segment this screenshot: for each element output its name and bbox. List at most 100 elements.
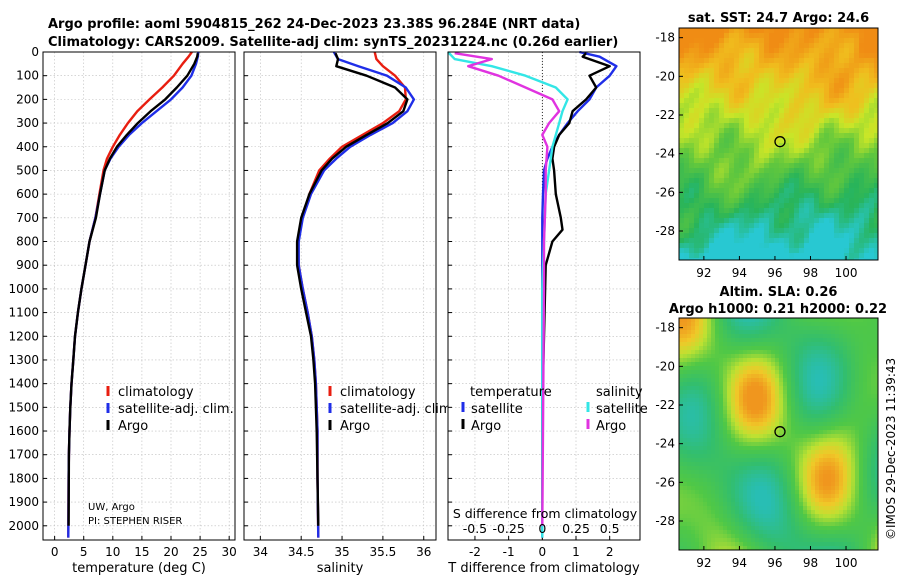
map-cell [849, 243, 854, 248]
map-cell [835, 358, 839, 362]
map-cell [859, 228, 864, 233]
map-cell [809, 168, 814, 173]
map-cell [711, 526, 715, 530]
map-cell [759, 203, 764, 208]
map-cell [871, 514, 875, 518]
map-cell [759, 63, 764, 68]
map-cell [827, 382, 831, 386]
map-cell [691, 342, 695, 346]
map-cell [734, 168, 739, 173]
map-cell [851, 486, 855, 490]
map-cell [874, 133, 878, 138]
map-cell [767, 526, 771, 530]
map-cell [759, 53, 764, 58]
map-cell [867, 350, 871, 354]
map-cell [699, 394, 703, 398]
map-cell [774, 103, 779, 108]
map-cell [814, 143, 819, 148]
map-cell [699, 514, 703, 518]
map-cell [731, 418, 735, 422]
map-cell [784, 78, 789, 83]
map-cell [755, 334, 759, 338]
map-cell [749, 168, 754, 173]
map-cell [684, 93, 689, 98]
map-cell [807, 358, 811, 362]
map-cell [751, 334, 755, 338]
map-cell [839, 38, 844, 43]
map-cell [849, 168, 854, 173]
map-cell [827, 482, 831, 486]
map-cell [814, 248, 819, 253]
map-cell [743, 394, 747, 398]
map-cell [839, 173, 844, 178]
map-cell [769, 118, 774, 123]
map-cell [707, 466, 711, 470]
map-cell [744, 213, 749, 218]
map-cell [795, 454, 799, 458]
map-cell [771, 538, 775, 542]
map-cell [843, 478, 847, 482]
map-cell [844, 138, 849, 143]
map-cell [855, 338, 859, 342]
map-cell [851, 370, 855, 374]
map-cell [783, 490, 787, 494]
map-cell [819, 538, 823, 542]
map-cell [774, 78, 779, 83]
map-cell [727, 518, 731, 522]
map-cell [769, 38, 774, 43]
map-cell [763, 350, 767, 354]
map-cell [815, 390, 819, 394]
map-cell [691, 350, 695, 354]
map-cell [771, 450, 775, 454]
map-cell [719, 326, 723, 330]
map-cell [831, 438, 835, 442]
map-cell [734, 188, 739, 193]
map-cell [829, 158, 834, 163]
map-cell [864, 183, 869, 188]
map-cell [759, 43, 764, 48]
map-cell [727, 358, 731, 362]
map-cell [779, 446, 783, 450]
map-cell [834, 78, 839, 83]
map-cell [859, 398, 863, 402]
map-cell [847, 434, 851, 438]
map-cell [687, 378, 691, 382]
map-cell [754, 218, 759, 223]
map-cell [787, 486, 791, 490]
map-cell [859, 153, 864, 158]
map-cell [814, 58, 819, 63]
map-cell [807, 450, 811, 454]
map-cell [819, 474, 823, 478]
map-cell [874, 118, 878, 123]
map-cell [807, 362, 811, 366]
map-cell [719, 514, 723, 518]
map-cell [803, 414, 807, 418]
map-cell [831, 422, 835, 426]
map-cell [764, 68, 769, 73]
map-cell [849, 118, 854, 123]
map-cell [783, 450, 787, 454]
map-cell [807, 394, 811, 398]
map-cell [807, 406, 811, 410]
map-cell [703, 474, 707, 478]
map-cell [823, 398, 827, 402]
map-cell [714, 158, 719, 163]
map-cell [689, 58, 694, 63]
map-cell [864, 83, 869, 88]
map-cell [715, 442, 719, 446]
map-cell [744, 243, 749, 248]
map-cell [859, 438, 863, 442]
map-cell [831, 482, 835, 486]
map-cell [779, 382, 783, 386]
map-cell [835, 406, 839, 410]
map-cell [859, 410, 863, 414]
map-cell [711, 534, 715, 538]
map-cell [735, 498, 739, 502]
map-cell [855, 402, 859, 406]
map-cell [734, 83, 739, 88]
map-cell [695, 390, 699, 394]
map-cell [771, 402, 775, 406]
map-cell [719, 223, 724, 228]
map-cell [839, 213, 844, 218]
map-cell [744, 248, 749, 253]
